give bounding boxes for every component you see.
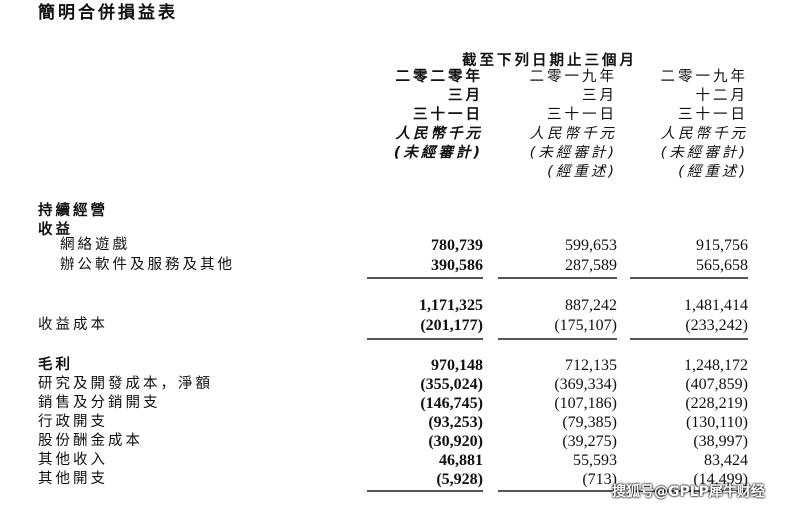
row-label: 辦公軟件及服務及其他 xyxy=(60,257,235,273)
column-header-month: 三月 xyxy=(448,88,483,104)
row-value: (39,275) xyxy=(562,433,617,450)
row-label: 研究及開發成本，淨額 xyxy=(38,376,213,392)
subtotal-rule xyxy=(630,338,748,340)
row-label: 網絡遊戲 xyxy=(60,237,130,253)
subtotal-rule xyxy=(498,490,617,492)
row-value: (14,499) xyxy=(693,471,748,488)
row-value: 1,481,414 xyxy=(684,297,748,314)
row-label: 毛利 xyxy=(38,357,73,373)
row-value: (233,242) xyxy=(685,317,748,334)
period-header: 截至下列日期止三個月 xyxy=(462,53,637,69)
row-value: 55,593 xyxy=(573,452,617,469)
row-value: (107,186) xyxy=(554,395,617,412)
row-label: 其他開支 xyxy=(38,471,108,487)
subtotal-rule xyxy=(498,338,617,340)
column-header-year: 二零二零年 xyxy=(395,69,483,85)
page-title: 簡明合併損益表 xyxy=(38,3,178,23)
row-value: 565,658 xyxy=(696,257,748,274)
row-value: 887,242 xyxy=(565,297,617,314)
section-revenue: 收益 xyxy=(38,222,73,238)
row-value: (130,110) xyxy=(685,414,748,431)
column-header-year: 二零一九年 xyxy=(529,69,617,85)
row-value: (713) xyxy=(582,471,617,488)
row-value: 915,756 xyxy=(696,237,748,254)
row-value: (38,997) xyxy=(693,433,748,450)
subtotal-rule xyxy=(367,277,483,279)
row-value: 599,653 xyxy=(565,237,617,254)
subtotal-rule xyxy=(498,277,617,279)
column-header-restated: (經重述) xyxy=(547,164,617,180)
row-value: 46,881 xyxy=(439,452,483,469)
row-value: (79,385) xyxy=(562,414,617,431)
column-header-audit: (未經審計) xyxy=(660,145,748,161)
column-header-currency: 人民幣千元 xyxy=(529,126,617,142)
row-value: 970,148 xyxy=(431,357,483,374)
row-value: 780,739 xyxy=(431,237,483,254)
column-header-audit: (未經審計) xyxy=(529,145,617,161)
column-header-audit: (未經審計) xyxy=(393,145,483,161)
row-label: 收益成本 xyxy=(38,317,108,333)
row-value: (30,920) xyxy=(428,433,483,450)
row-value: (146,745) xyxy=(420,395,483,412)
row-value: (228,219) xyxy=(685,395,748,412)
row-value: 1,248,172 xyxy=(684,357,748,374)
row-value: (355,024) xyxy=(420,376,483,393)
column-header-month: 十二月 xyxy=(695,88,748,104)
column-header-restated: (經重述) xyxy=(678,164,748,180)
column-header-month: 三月 xyxy=(582,88,617,104)
row-label: 其他收入 xyxy=(38,452,108,468)
column-header-currency: 人民幣千元 xyxy=(395,126,483,142)
row-value: (407,859) xyxy=(685,376,748,393)
row-value: (175,107) xyxy=(554,317,617,334)
row-label: 股份酬金成本 xyxy=(38,433,143,449)
row-value: 390,586 xyxy=(431,257,483,274)
watermark: 搜狐号@GPLP犀牛财经 xyxy=(612,484,765,500)
row-value: 712,135 xyxy=(565,357,617,374)
row-label: 行政開支 xyxy=(38,414,108,430)
subtotal-rule xyxy=(367,338,483,340)
column-header-day: 三十一日 xyxy=(413,107,483,123)
column-header-currency: 人民幣千元 xyxy=(660,126,748,142)
subtotal-rule xyxy=(630,277,748,279)
column-header-day: 三十一日 xyxy=(678,107,748,123)
row-value: (93,253) xyxy=(428,414,483,431)
row-value: (201,177) xyxy=(420,317,483,334)
row-value: 83,424 xyxy=(704,452,748,469)
subtotal-rule xyxy=(630,490,748,492)
row-value: 1,171,325 xyxy=(419,297,483,314)
column-header-year: 二零一九年 xyxy=(660,69,748,85)
row-value: 287,589 xyxy=(565,257,617,274)
column-header-day: 三十一日 xyxy=(547,107,617,123)
section-continuing: 持續經營 xyxy=(38,203,108,219)
row-value: (5,928) xyxy=(436,471,483,488)
row-value: (369,334) xyxy=(554,376,617,393)
subtotal-rule xyxy=(367,490,483,492)
row-label: 銷售及分銷開支 xyxy=(38,395,161,411)
